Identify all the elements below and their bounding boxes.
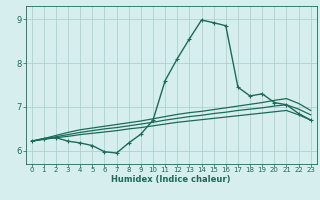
X-axis label: Humidex (Indice chaleur): Humidex (Indice chaleur): [111, 175, 231, 184]
